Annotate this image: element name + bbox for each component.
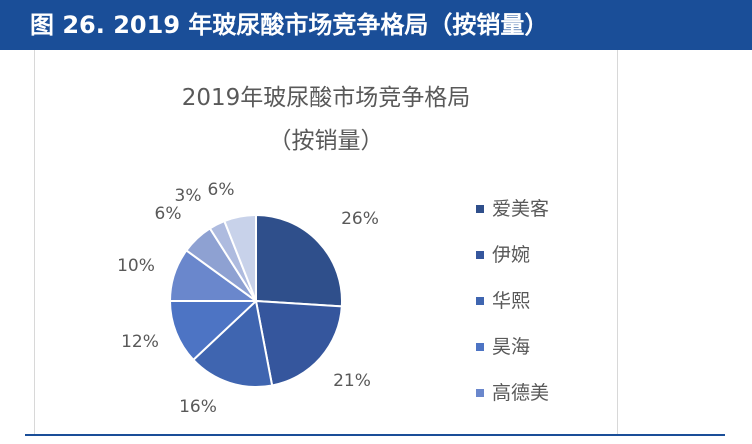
legend-label-5: 高德美 [492,382,550,404]
slice-data-label-2: 21% [333,371,371,391]
chart-title: 2019年玻尿酸市场竞争格局 [181,85,471,111]
pie-slice-4 [168,300,259,362]
pie-slice-3 [191,299,274,388]
legend-swatch-2 [476,251,484,259]
slice-data-label-3: 16% [179,397,217,417]
legend-label-1: 爱美客 [492,198,550,220]
legend-swatch-1 [476,205,484,213]
chart-frame [34,50,618,435]
legend-swatch-3 [476,297,484,305]
pie-slice-2 [254,299,343,387]
slice-data-label-6: 6% [155,204,182,224]
legend-swatch-4 [476,343,484,351]
slice-data-label-5: 10% [117,256,155,276]
slice-data-label-4: 12% [121,332,159,352]
slice-data-label-7: 3% [175,186,202,206]
figure-header: 图 26. 2019 年玻尿酸市场竞争格局（按销量） [0,0,752,50]
pie-slice-8 [223,213,257,302]
slice-data-label-1: 26% [341,209,379,229]
legend-label-3: 华熙 [492,290,531,312]
figure-header-text: 图 26. 2019 年玻尿酸市场竞争格局（按销量） [30,11,549,39]
pie-slice-1 [255,213,343,308]
chart-subtitle: （按销量） [268,128,384,154]
bottom-rule [25,434,725,436]
legend-swatch-5 [476,389,484,397]
slice-data-label-8: 6% [208,180,235,200]
legend-label-2: 伊婉 [492,244,531,266]
legend-label-4: 昊海 [492,336,531,358]
